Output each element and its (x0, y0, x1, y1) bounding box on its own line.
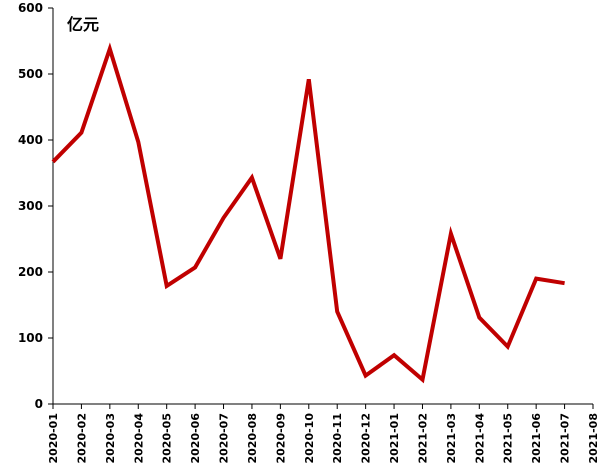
y-tick-label: 100 (18, 331, 43, 345)
y-tick-label: 600 (18, 1, 43, 15)
x-tick-label: 2021-08 (587, 413, 600, 464)
x-tick-label: 2020-01 (47, 413, 60, 464)
x-tick-label: 2021-02 (416, 413, 429, 464)
x-tick-label: 2020-07 (218, 413, 231, 464)
y-tick-label: 400 (18, 133, 43, 147)
x-tick-label: 2020-02 (75, 413, 88, 464)
x-tick-label: 2020-06 (189, 413, 202, 464)
x-tick-label: 2020-05 (161, 413, 174, 464)
y-tick-label: 300 (18, 199, 43, 213)
y-tick-label: 200 (18, 265, 43, 279)
series-line (51, 42, 565, 384)
y-tick-label: 500 (18, 67, 43, 81)
x-tick-label: 2020-12 (360, 413, 373, 464)
x-tick-label: 2021-07 (559, 413, 572, 464)
y-tick-label: 0 (35, 397, 43, 411)
x-tick-label: 2020-04 (132, 413, 145, 464)
x-tick-label: 2021-05 (502, 413, 515, 464)
x-tick-label: 2020-09 (274, 413, 287, 464)
x-tick-label: 2021-06 (530, 413, 543, 464)
series-layer (51, 42, 565, 384)
x-tick-label: 2020-10 (303, 413, 316, 464)
x-tick-label: 2021-03 (445, 413, 458, 464)
x-tick-label: 2021-04 (473, 413, 486, 464)
x-tick-label: 2020-08 (246, 413, 259, 464)
x-tick-label: 2020-11 (331, 413, 344, 464)
x-tick-label: 2021-01 (388, 413, 401, 464)
y-axis: 0 100 200 300 400 500 600 (18, 1, 54, 411)
x-tick-label: 2020-03 (104, 413, 117, 464)
x-axis: 2020-01 2020-02 2020-03 2020-04 2020-05 2020-… (47, 403, 600, 464)
y-unit-label: 亿元 (67, 15, 99, 34)
